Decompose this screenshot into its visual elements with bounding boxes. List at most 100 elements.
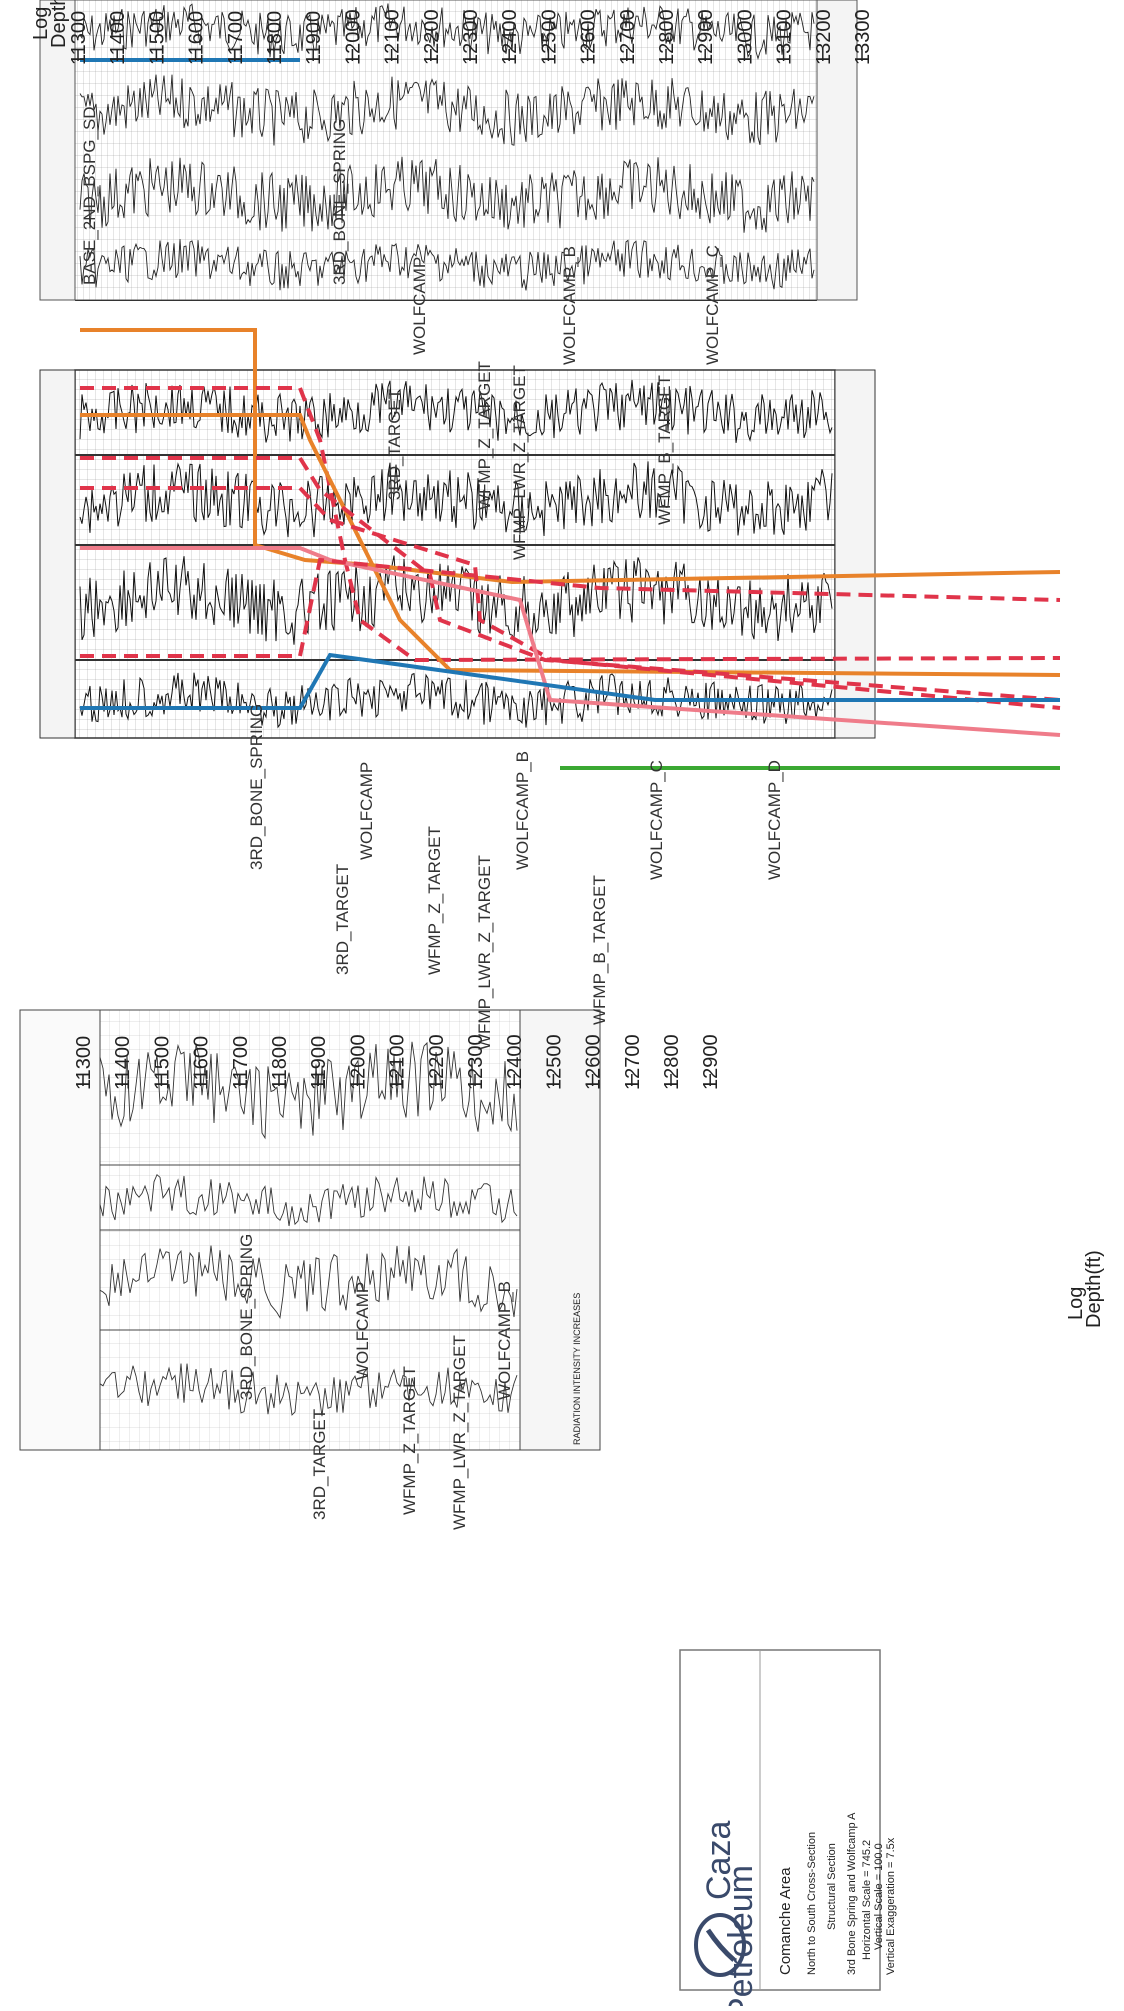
depth-left-tick-label: 12100 — [387, 1034, 409, 1090]
left-well-log: RADIATION INTENSITY INCREASES — [19, 1009, 601, 1451]
label-wolfcamp-mid: WOLFCAMP — [357, 762, 376, 860]
wfmp-lwr-z-target-line — [80, 486, 1061, 710]
depth-right-tick-label: 11700 — [225, 11, 247, 65]
label-wolfcamp-c-right: WOLFCAMP_C — [703, 245, 722, 365]
depth-left-tick-label: 11600 — [191, 1036, 213, 1090]
depth-left-tick-label: 11300 — [73, 1036, 95, 1090]
label-wfmp-b-target-mid: WFMP_B_TARGET — [590, 875, 609, 1025]
left-log-curve-3 — [99, 1245, 518, 1320]
depth-axis-right-title-2: Depth(ft) — [48, 0, 70, 48]
depth-right-tick-label: 13000 — [734, 9, 756, 65]
depth-right-tick-label: 11400 — [107, 11, 129, 65]
depth-right-tick-label: 11900 — [303, 11, 325, 65]
left-log-curve-1 — [99, 1041, 518, 1140]
depth-axis-left: Log Depth(ft) 11300 11400 11500 11600 11700 1… — [73, 1034, 1105, 1328]
legend-section-kind: Structural Section — [826, 1843, 838, 1930]
3rd-target-line — [80, 386, 1061, 663]
depth-right-tick-label: 12800 — [656, 9, 678, 65]
wfmp-b-target-line — [80, 557, 1061, 658]
legend-box: Caza Petroleum Comanche Area North to So… — [679, 1649, 897, 2011]
label-3rd-target-mid: 3RD_TARGET — [333, 864, 352, 975]
label-wolfcamp-b-left: WOLFCAMP_B — [495, 1281, 514, 1400]
label-wfmp-lwr-z-target-right: WFMP_LWR_Z_TARGET — [510, 365, 529, 560]
label-wfmp-z-target-right: WFMP_Z_TARGET — [475, 361, 494, 510]
depth-right-tick-label: 13100 — [774, 9, 796, 65]
depth-axis-left-title-1: Log — [1065, 1287, 1087, 1320]
depth-left-tick-label: 11500 — [151, 1036, 173, 1090]
depth-right-tick-label: 12600 — [578, 9, 600, 65]
depth-left-tick-label: 12800 — [661, 1034, 683, 1090]
depth-left-tick-label: 12700 — [622, 1034, 644, 1090]
legend-section-type: North to South Cross-Section — [806, 1832, 818, 1975]
left-log-curve-2 — [99, 1173, 518, 1226]
right-log-curve-4 — [79, 239, 815, 291]
depth-left-tick-label: 12600 — [583, 1034, 605, 1090]
middle-log-curve-1 — [79, 379, 833, 443]
depth-left-tick-label: 12200 — [426, 1034, 448, 1090]
depth-left-tick-label: 12900 — [700, 1034, 722, 1090]
depth-right-tick-label: 12900 — [695, 9, 717, 65]
depth-left-tick-label: 11800 — [269, 1036, 291, 1090]
depth-right-tick-label: 11300 — [68, 11, 90, 65]
company-name-2: Petroleum — [722, 1865, 760, 2006]
label-wolfcamp-left: WOLFCAMP — [353, 1282, 372, 1380]
label-3rd-bone-spring-right: 3RD_BONE_SPRING — [330, 119, 349, 285]
right-log-curve-2 — [79, 74, 815, 146]
label-base-2nd-bspg-sd: BASE_2ND_BSPG_SD — [80, 106, 99, 285]
label-wolfcamp-c-mid: WOLFCAMP_C — [647, 760, 666, 880]
label-3rd-target-right: 3RD_TARGET — [385, 389, 404, 500]
left-subheader: RADIATION INTENSITY INCREASES — [572, 1293, 582, 1445]
depth-right-tick-label: 12700 — [617, 9, 639, 65]
depth-right-tick-label: 12200 — [421, 9, 443, 65]
right-track-headers — [39, 0, 858, 301]
legend-section-subject: 3rd Bone Spring and Wolfcamp A — [846, 1812, 858, 1975]
depth-left-tick-label: 11900 — [308, 1036, 330, 1090]
depth-right-tick-label: 13300 — [852, 9, 874, 65]
label-3rd-target-left: 3RD_TARGET — [310, 1409, 329, 1520]
right-log-curve-1 — [79, 3, 815, 60]
depth-right-tick-label: 11800 — [264, 11, 286, 65]
depth-axis-left-title-2: Depth(ft) — [1083, 1250, 1105, 1328]
label-wolfcamp-b-right: WOLFCAMP_B — [560, 246, 579, 365]
company-name-1: Caza — [700, 1821, 738, 1900]
label-3rd-bone-spring-mid: 3RD_BONE_SPRING — [247, 704, 266, 870]
label-wfmp-z-target-left: WFMP_Z_TARGET — [400, 1366, 419, 1515]
horizon-labels: BASE_2ND_BSPG_SD 3RD_BONE_SPRING 3RD_TAR… — [80, 106, 784, 1530]
depth-axis-right: Log Depth(ft) 11300 11400 11500 11600 11700 1… — [30, 0, 874, 65]
middle-well-log — [39, 369, 876, 739]
depth-right-tick-label: 12400 — [499, 9, 521, 65]
3rd-bone-spring-line — [80, 328, 1061, 585]
middle-log-curve-3 — [79, 555, 833, 645]
depth-axis-right-title-1: Log — [30, 7, 52, 40]
horizon-correlation-lines — [80, 58, 1061, 770]
depth-right-tick-label: 12100 — [382, 9, 404, 65]
right-well-log — [39, 0, 858, 301]
depth-right-tick-label: 11600 — [186, 11, 208, 65]
depth-left-tick-label: 12500 — [543, 1034, 565, 1090]
wolfcamp-b-line — [80, 546, 1061, 737]
legend-area: Comanche Area — [777, 1867, 794, 1975]
legend-v-scale: Vertical Scale = 100.0 — [873, 1843, 885, 1950]
depth-left-tick-label: 12300 — [465, 1034, 487, 1090]
wolfcamp-c-line — [80, 652, 1060, 710]
depth-left-tick-label: 12000 — [347, 1034, 369, 1090]
label-wolfcamp-d-mid: WOLFCAMP_D — [765, 760, 784, 880]
label-wfmp-lwr-z-target-left: WFMP_LWR_Z_TARGET — [450, 1335, 469, 1530]
legend-v-exag: Vertical Exaggeration = 7.5x — [885, 1837, 897, 1975]
label-wolfcamp-b-mid: WOLFCAMP_B — [513, 751, 532, 870]
label-3rd-bone-spring-left: 3RD_BONE_SPRING — [237, 1234, 256, 1400]
label-wfmp-z-target-mid: WFMP_Z_TARGET — [425, 826, 444, 975]
left-log-curve-4 — [99, 1363, 518, 1417]
label-wfmp-b-target-right: WFMP_B_TARGET — [655, 375, 674, 525]
right-log-curve-3 — [79, 156, 815, 233]
caza-logo: Caza Petroleum — [694, 1821, 760, 2011]
wfmp-z-target-line — [80, 456, 1061, 702]
depth-right-tick-label: 12500 — [538, 9, 560, 65]
label-wfmp-lwr-z-target-mid: WFMP_LWR_Z_TARGET — [475, 855, 494, 1050]
label-wolfcamp-right: WOLFCAMP — [410, 257, 429, 355]
middle-log-curve-4 — [79, 672, 833, 729]
depth-right-tick-label: 12300 — [460, 9, 482, 65]
depth-right-tick-label: 13200 — [813, 9, 835, 65]
